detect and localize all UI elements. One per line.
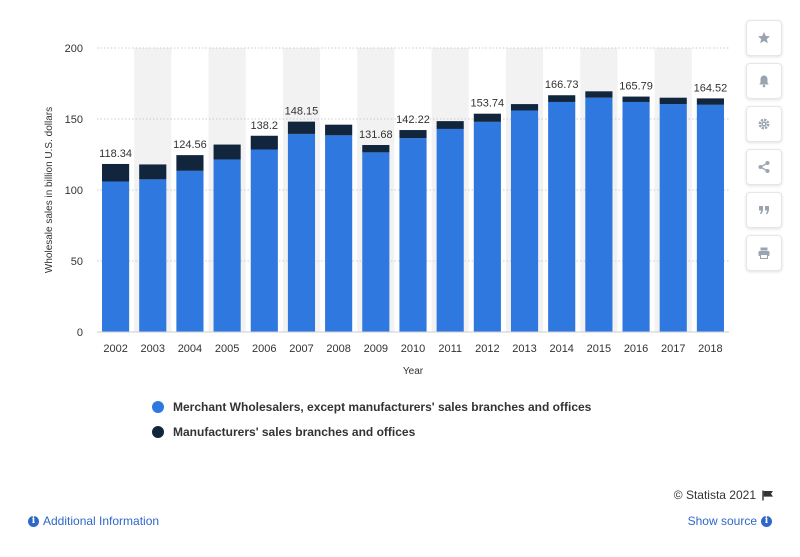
bar-manufacturers [325,124,353,136]
bar-merchant [139,179,167,332]
bar-manufacturers [250,135,278,150]
print-icon [758,247,770,259]
data-label: 166.73 [545,79,579,91]
bar-merchant [287,133,316,332]
print-button[interactable] [746,235,782,271]
x-tick-label: 2008 [326,343,350,355]
show-source-label: Show source [687,514,757,528]
gear-icon [758,118,770,130]
data-label: 138.2 [251,120,279,132]
data-label: 118.34 [99,148,132,160]
bar-merchant [250,149,278,332]
bar-merchant [102,181,130,332]
quote-icon [759,206,769,214]
data-label: 165.79 [619,81,653,93]
bell-icon [759,75,769,88]
x-tick-label: 2003 [141,343,165,355]
x-tick-label: 2014 [549,343,573,355]
bar-merchant [622,101,650,333]
bar-manufacturers [510,104,539,111]
x-tick-label: 2005 [215,343,239,355]
bar-merchant [548,101,576,333]
y-tick-label: 150 [65,114,83,126]
bar-manufacturers [436,121,464,129]
legend: Merchant Wholesalers, except manufacture… [152,400,591,450]
bar-merchant [436,128,464,332]
favorite-button[interactable] [746,20,782,56]
bar-merchant [362,152,390,332]
bar-merchant [659,104,687,332]
bar-merchant [399,138,427,332]
additional-info-link[interactable]: i Additional Information [28,514,159,528]
data-label: 131.68 [359,129,393,141]
data-label: 142.22 [396,114,430,126]
bar-merchant [176,170,204,332]
x-tick-label: 2002 [103,343,127,355]
bar-manufacturers [139,164,167,180]
legend-swatch-manufacturers [152,426,164,438]
sidebar-toolbar [746,20,782,278]
x-tick-label: 2018 [698,343,722,355]
bar-manufacturers [176,155,204,171]
data-label: 164.52 [694,82,728,94]
flag-icon [762,490,773,500]
bar-merchant [585,97,613,332]
legend-swatch-merchant [152,401,164,413]
x-tick-label: 2016 [624,343,648,355]
bar-manufacturers [622,96,650,102]
x-tick-label: 2012 [475,343,499,355]
x-tick-label: 2006 [252,343,276,355]
settings-button[interactable] [746,106,782,142]
legend-item-merchant[interactable]: Merchant Wholesalers, except manufacture… [152,400,591,414]
bar-merchant [510,110,539,332]
bar-manufacturers [399,130,427,139]
bar-manufacturers [585,91,613,98]
data-label: 124.56 [173,139,207,151]
x-tick-label: 2011 [438,343,462,355]
y-tick-label: 200 [65,43,83,55]
share-icon [758,161,770,173]
cite-button[interactable] [746,192,782,228]
x-tick-label: 2015 [587,343,611,355]
data-label: 148.15 [285,106,319,118]
notification-button[interactable] [746,63,782,99]
additional-info-label: Additional Information [43,514,160,528]
data-label: 153.74 [471,98,505,110]
legend-item-manufacturers[interactable]: Manufacturers' sales branches and office… [152,425,591,439]
bar-manufacturers [548,95,576,102]
bar-merchant [325,135,353,332]
info-icon: i [28,515,39,527]
legend-label-merchant: Merchant Wholesalers, except manufacture… [173,400,592,414]
show-source-link[interactable]: Show source i [688,514,772,528]
x-tick-label: 2013 [512,343,536,355]
share-button[interactable] [746,149,782,185]
x-axis-title: Year [403,366,424,377]
bar-manufacturers [213,144,241,160]
y-tick-label: 100 [65,185,83,197]
bar-manufacturers [287,121,316,134]
bar-merchant [213,159,241,332]
bar-manufacturers [102,163,130,182]
bar-manufacturers [696,98,724,105]
x-tick-label: 2004 [178,343,202,355]
bar-manufacturers [473,113,501,122]
x-tick-label: 2010 [401,343,425,355]
star-icon [758,32,770,44]
bar-merchant [473,121,501,332]
copyright[interactable]: © Statista 2021 [674,488,774,502]
bar-manufacturers [362,145,390,153]
y-tick-label: 50 [71,256,83,268]
info-icon: i [761,515,772,527]
x-tick-label: 2017 [661,343,685,355]
x-tick-label: 2007 [289,343,313,355]
bar-merchant [696,104,724,332]
y-tick-label: 0 [77,327,83,339]
x-tick-label: 2009 [364,343,388,355]
bar-manufacturers [659,97,687,105]
copyright-text: © Statista 2021 [673,488,756,502]
y-axis-title: Wholesale sales in billion U.S. dollars [44,107,55,273]
legend-label-manufacturers: Manufacturers' sales branches and office… [173,425,416,439]
